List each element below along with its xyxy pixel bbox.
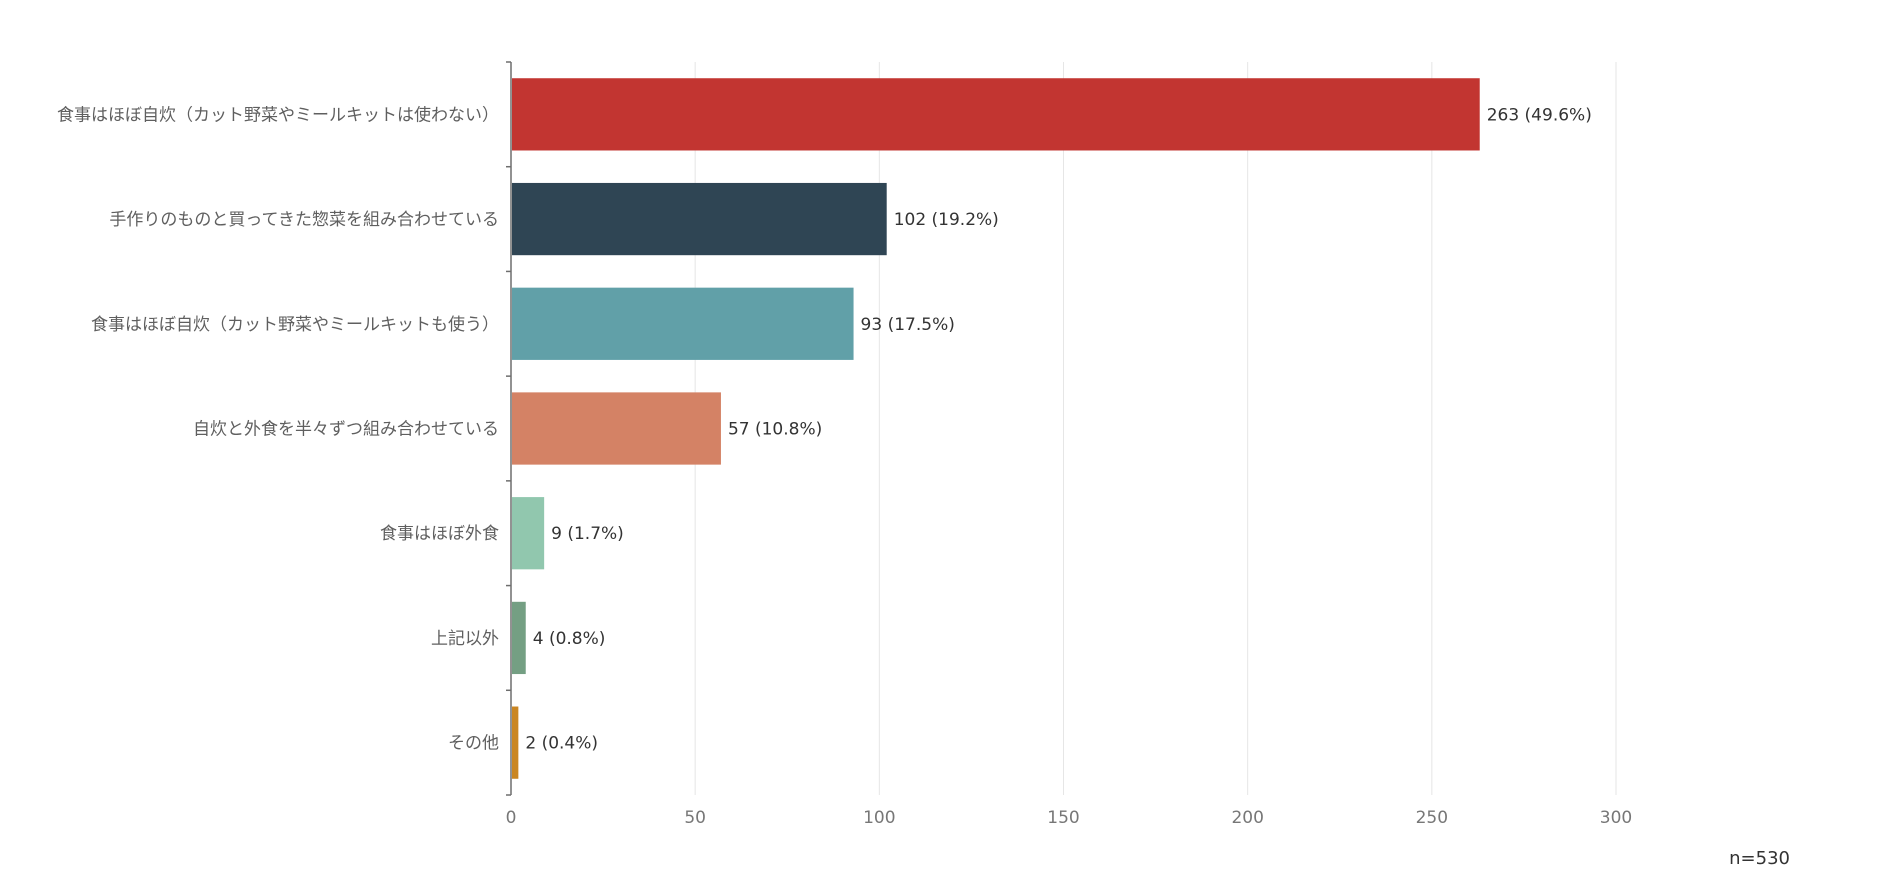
category-label: 食事はほぼ外食 xyxy=(380,524,499,544)
bar xyxy=(512,601,526,675)
bar xyxy=(512,706,519,779)
category-label: 手作りのものと買ってきた惣菜を組み合わせている xyxy=(109,210,499,230)
bar xyxy=(512,78,1480,151)
bars xyxy=(512,78,1480,779)
bar xyxy=(512,287,854,360)
data-label: 4 (0.8%) xyxy=(533,629,606,649)
data-label: 93 (17.5%) xyxy=(861,315,955,335)
labels: 0 50 100 150 200 250 300 食事はほぼ自炊（カット野菜やミールキットは使… xyxy=(57,104,1632,828)
sample-size-note: n=530 xyxy=(1729,848,1790,869)
bar xyxy=(512,497,545,570)
category-label: 上記以外 xyxy=(431,629,499,649)
bar xyxy=(512,182,887,256)
axes xyxy=(506,61,512,796)
x-tick-label: 50 xyxy=(684,808,706,828)
category-label: 食事はほぼ自炊（カット野菜やミールキットも使う） xyxy=(91,314,499,335)
x-tick-label: 300 xyxy=(1600,808,1632,828)
data-label: 9 (1.7%) xyxy=(551,524,624,544)
x-tick-label: 250 xyxy=(1416,808,1448,828)
category-label: 自炊と外食を半々ずつ組み合わせている xyxy=(193,420,499,440)
x-tick-label: 200 xyxy=(1231,808,1263,828)
x-tick-label: 0 xyxy=(506,808,517,828)
x-tick-label: 100 xyxy=(863,808,895,828)
data-label: 263 (49.6%) xyxy=(1487,105,1592,125)
data-label: 2 (0.4%) xyxy=(525,734,598,754)
data-label: 57 (10.8%) xyxy=(728,420,822,440)
bar xyxy=(512,392,721,465)
data-label: 102 (19.2%) xyxy=(894,210,999,230)
category-label: その他 xyxy=(448,734,499,754)
grid-lines xyxy=(694,62,1617,795)
x-tick-label: 150 xyxy=(1047,808,1079,828)
category-label: 食事はほぼ自炊（カット野菜やミールキットは使わない） xyxy=(57,104,499,125)
